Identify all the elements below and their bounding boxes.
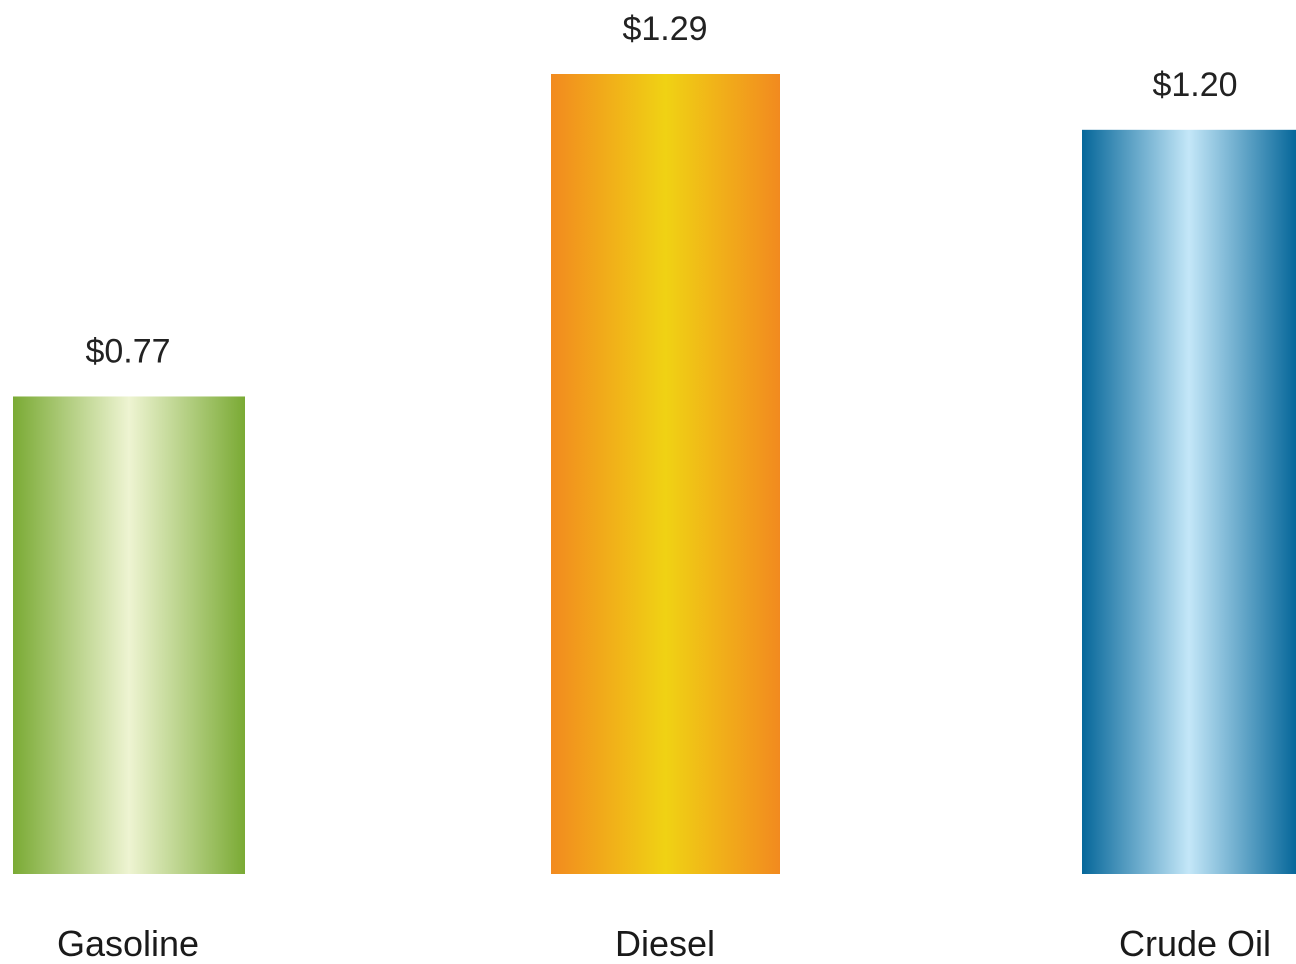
value-label-crude-oil: $1.20: [1152, 66, 1237, 104]
value-label-diesel: $1.29: [622, 10, 707, 48]
category-label-diesel: Diesel: [615, 923, 715, 964]
bar-gasoline: [13, 396, 245, 874]
value-label-gasoline: $0.77: [85, 332, 170, 370]
labels-layer: $0.77 Gasoline $1.29 Diesel $1.20 Crude Oil: [57, 10, 1271, 964]
bar-diesel: [551, 74, 780, 874]
bar-crude-oil: [1082, 129, 1296, 874]
bars-layer: [13, 74, 1296, 874]
category-label-crude-oil: Crude Oil: [1119, 923, 1271, 964]
category-label-gasoline: Gasoline: [57, 923, 199, 964]
